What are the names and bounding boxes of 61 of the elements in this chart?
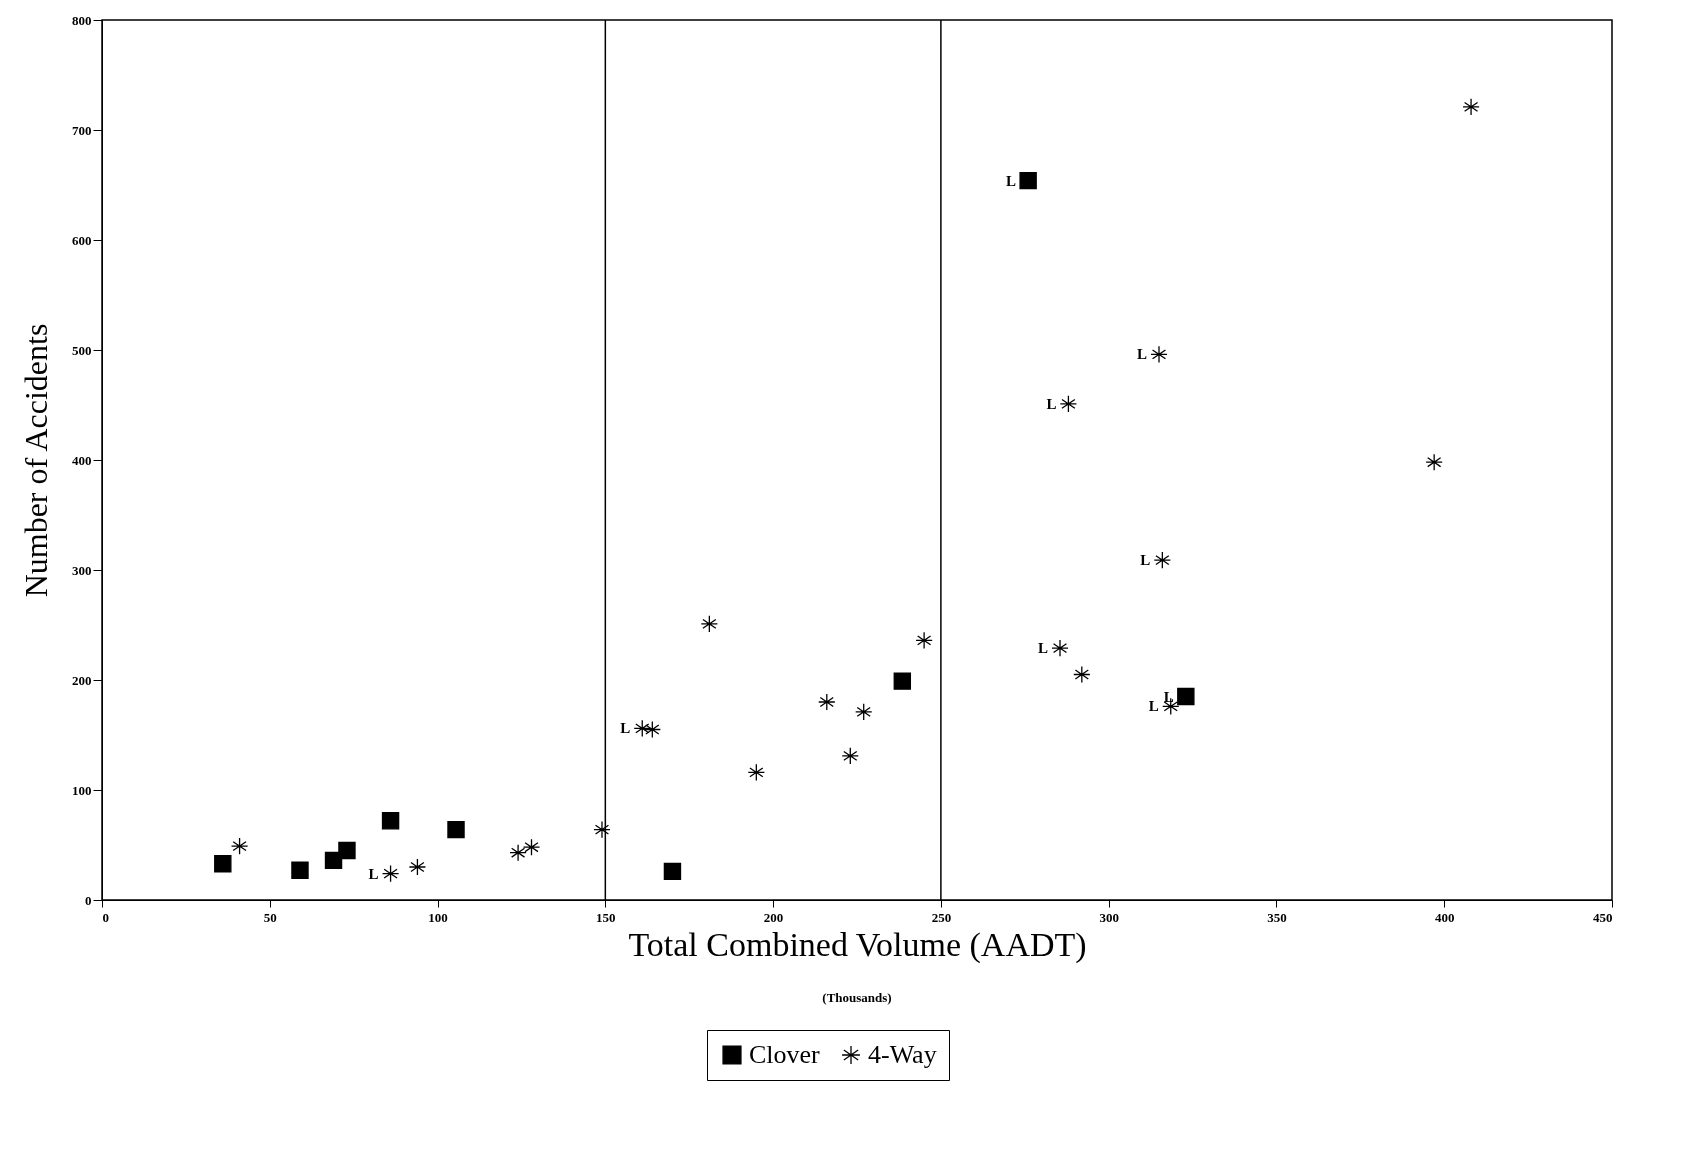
y-tick-label: 200 bbox=[72, 672, 92, 688]
x-tick-label: 250 bbox=[931, 909, 952, 925]
x-tick-label: 300 bbox=[1099, 909, 1119, 925]
y-tick-label: 100 bbox=[72, 782, 92, 798]
point bbox=[381, 812, 400, 830]
point bbox=[663, 862, 682, 881]
point bbox=[338, 841, 356, 860]
point bbox=[643, 720, 662, 739]
point bbox=[1177, 687, 1195, 706]
point bbox=[1051, 639, 1069, 657]
point bbox=[230, 837, 249, 855]
y-axis-title: Number of Accidents bbox=[18, 323, 54, 598]
y-tick-label: 600 bbox=[72, 232, 92, 248]
point bbox=[1073, 665, 1091, 684]
annotation: L bbox=[1046, 395, 1057, 412]
x-tick-label: 450 bbox=[1593, 909, 1613, 925]
point bbox=[593, 820, 611, 839]
annotation: L bbox=[620, 720, 631, 737]
x-tick-label: 0 bbox=[102, 909, 109, 925]
point bbox=[893, 672, 912, 690]
point bbox=[855, 703, 873, 721]
x-tick-label: 400 bbox=[1434, 909, 1455, 925]
annotation: L bbox=[1163, 688, 1174, 705]
y-tick-label: 400 bbox=[72, 452, 92, 468]
point bbox=[214, 854, 232, 873]
x-tick-label: 150 bbox=[596, 909, 616, 925]
point bbox=[633, 719, 651, 738]
point bbox=[747, 763, 766, 782]
legend-label: 4-Way bbox=[868, 1040, 937, 1069]
point bbox=[700, 615, 719, 633]
annotation: L bbox=[1148, 698, 1159, 715]
point bbox=[447, 820, 465, 839]
point bbox=[1462, 98, 1480, 116]
x-tick-label: 50 bbox=[263, 909, 277, 925]
point bbox=[915, 631, 933, 650]
point bbox=[1059, 395, 1078, 413]
y-tick-label: 500 bbox=[72, 342, 92, 358]
x-tick-label: 200 bbox=[763, 909, 784, 925]
point bbox=[818, 693, 836, 711]
y-tick-label: 800 bbox=[72, 12, 92, 28]
annotation: L bbox=[1136, 346, 1147, 363]
legend-label: Clover bbox=[749, 1040, 821, 1069]
point bbox=[1150, 345, 1168, 364]
y-tick-label: 300 bbox=[72, 562, 92, 578]
point bbox=[1153, 551, 1172, 569]
point bbox=[1425, 453, 1443, 471]
text: (Thousands) bbox=[822, 990, 892, 1005]
point bbox=[841, 747, 859, 765]
point bbox=[1019, 171, 1037, 190]
x-axis-title: Total Combined Volume (AADT) bbox=[628, 925, 1087, 964]
point bbox=[291, 861, 309, 880]
x-tick-label: 100 bbox=[428, 909, 448, 925]
annotation: L bbox=[1006, 172, 1017, 189]
point bbox=[381, 864, 400, 883]
y-tick-label: 700 bbox=[72, 122, 92, 138]
annotation: L bbox=[1038, 640, 1049, 657]
point bbox=[408, 858, 427, 876]
annotation: L bbox=[368, 865, 379, 882]
y-tick-label: 0 bbox=[85, 892, 92, 908]
annotation: L bbox=[1140, 552, 1151, 569]
x-tick-label: 350 bbox=[1267, 909, 1287, 925]
